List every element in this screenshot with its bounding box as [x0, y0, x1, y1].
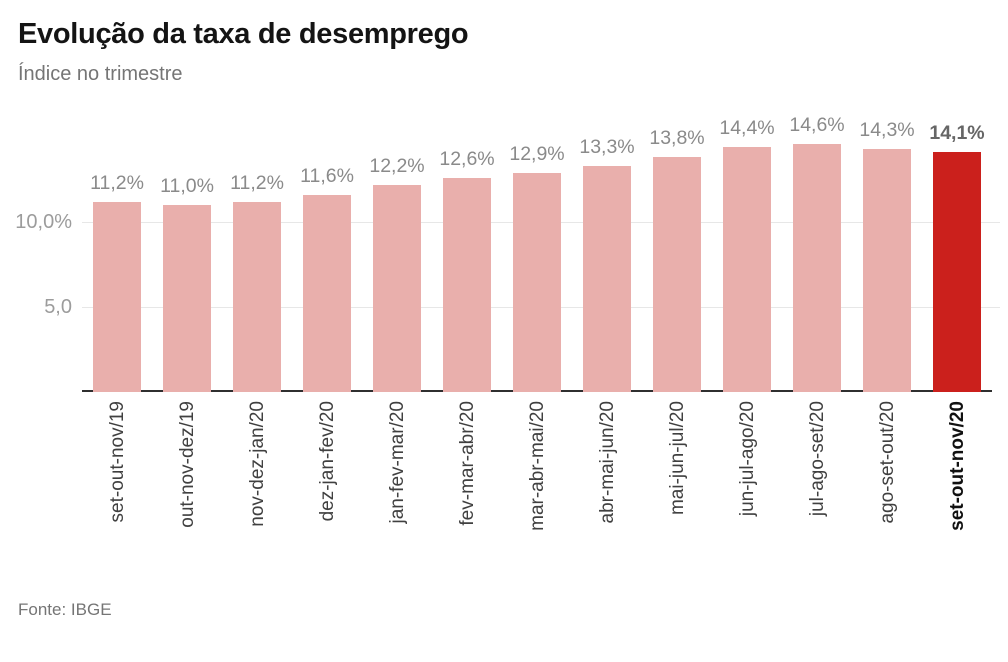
bar-column: 12,2% [362, 124, 432, 393]
x-axis-label: mai-jun-jul/20 [642, 392, 712, 560]
bar-column: 11,2% [222, 124, 292, 393]
x-axis-label: jun-jul-ago/20 [712, 392, 782, 560]
y-axis-tick-label: 5,0 [44, 296, 72, 319]
bar-column: 11,0% [152, 124, 222, 393]
x-axis-label: abr-mai-jun/20 [572, 392, 642, 560]
y-axis-tick-label: 10,0% [15, 211, 72, 234]
x-axis-label-text: mar-abr-mai/20 [526, 401, 548, 532]
bar-column: 12,9% [502, 124, 572, 393]
x-axis-label: jan-fev-mar/20 [362, 392, 432, 560]
bar-value-label: 11,0% [160, 175, 214, 198]
x-axis-label: dez-jan-fev/20 [292, 392, 362, 560]
chart-footer: Fonte: IBGE [0, 600, 1008, 620]
x-axis-label-text: dez-jan-fev/20 [316, 401, 338, 522]
bar-value-label: 11,2% [230, 172, 284, 195]
bar-column: 13,8% [642, 124, 712, 393]
x-axis-label-text: jul-ago-set/20 [806, 401, 828, 517]
bar [443, 178, 491, 393]
x-axis-label-text: jun-jul-ago/20 [736, 401, 758, 517]
x-axis-label: set-out-nov/19 [82, 392, 152, 560]
x-axis-label-text: set-out-nov/20 [946, 401, 968, 532]
chart-header: Evolução da taxa de desemprego Índice no… [0, 0, 1008, 86]
bar [793, 144, 841, 393]
bar-column: 11,6% [292, 124, 362, 393]
x-axis-label: jul-ago-set/20 [782, 392, 852, 560]
bar-column: 12,6% [432, 124, 502, 393]
bar-value-label: 14,4% [719, 117, 775, 140]
x-axis-label-text: nov-dez-jan/20 [246, 401, 268, 527]
bar [653, 157, 701, 393]
bar-value-label: 14,3% [859, 119, 915, 142]
x-axis-label-text: abr-mai-jun/20 [596, 401, 618, 524]
chart-area: 10,0% 5,0 11,2% 11,0% 11,2% 11,6% 12,2% 12,6% 1… [0, 114, 1000, 560]
x-axis-label-text: jan-fev-mar/20 [386, 401, 408, 524]
bar-column: 13,3% [572, 124, 642, 393]
x-axis-label-text: out-nov-dez/19 [176, 401, 198, 528]
x-axis-labels: set-out-nov/19 out-nov-dez/19 nov-dez-jan/… [82, 392, 992, 560]
x-axis-label: set-out-nov/20 [922, 392, 992, 560]
bar-column: 14,1% [922, 122, 992, 393]
x-axis-label-text: ago-set-out/20 [876, 401, 898, 524]
source-credit: Fonte: IBGE [18, 600, 112, 620]
bar [303, 195, 351, 393]
bar-column: 14,4% [712, 117, 782, 393]
bar [233, 202, 281, 393]
bar-column: 11,2% [82, 124, 152, 393]
bar-value-label: 11,6% [300, 165, 354, 188]
bar-column: 14,6% [782, 114, 852, 393]
x-axis-label: fev-mar-abr/20 [432, 392, 502, 560]
bar-value-label: 12,6% [439, 148, 495, 171]
x-axis-label: out-nov-dez/19 [152, 392, 222, 560]
chart-title: Evolução da taxa de desemprego [18, 18, 469, 50]
x-axis-label: mar-abr-mai/20 [502, 392, 572, 560]
bar [723, 147, 771, 393]
bar-value-label: 14,6% [789, 114, 845, 137]
bar-value-label: 11,2% [90, 172, 144, 195]
bar [93, 202, 141, 393]
plot-area: 11,2% 11,0% 11,2% 11,6% 12,2% 12,6% 12,9% 13,3%… [82, 114, 1000, 393]
bar-series: 11,2% 11,0% 11,2% 11,6% 12,2% 12,6% 12,9% 13,3%… [82, 114, 992, 393]
chart-subtitle: Índice no trimestre [18, 63, 183, 86]
bar [513, 173, 561, 393]
bar-highlighted [933, 152, 981, 393]
bar-value-label: 13,8% [649, 127, 705, 150]
x-axis-label: ago-set-out/20 [852, 392, 922, 560]
bar-column: 14,3% [852, 119, 922, 393]
bar-value-label: 13,3% [579, 136, 635, 159]
bar-value-label: 14,1% [929, 122, 985, 145]
x-axis-label-text: set-out-nov/19 [106, 401, 128, 523]
bar [373, 185, 421, 393]
x-axis-label: nov-dez-jan/20 [222, 392, 292, 560]
x-axis-label-text: mai-jun-jul/20 [666, 401, 688, 516]
bar-value-label: 12,2% [369, 155, 425, 178]
bar-value-label: 12,9% [509, 143, 565, 166]
bar [163, 205, 211, 393]
x-axis-label-text: fev-mar-abr/20 [456, 401, 478, 526]
bar [863, 149, 911, 393]
bar [583, 166, 631, 393]
